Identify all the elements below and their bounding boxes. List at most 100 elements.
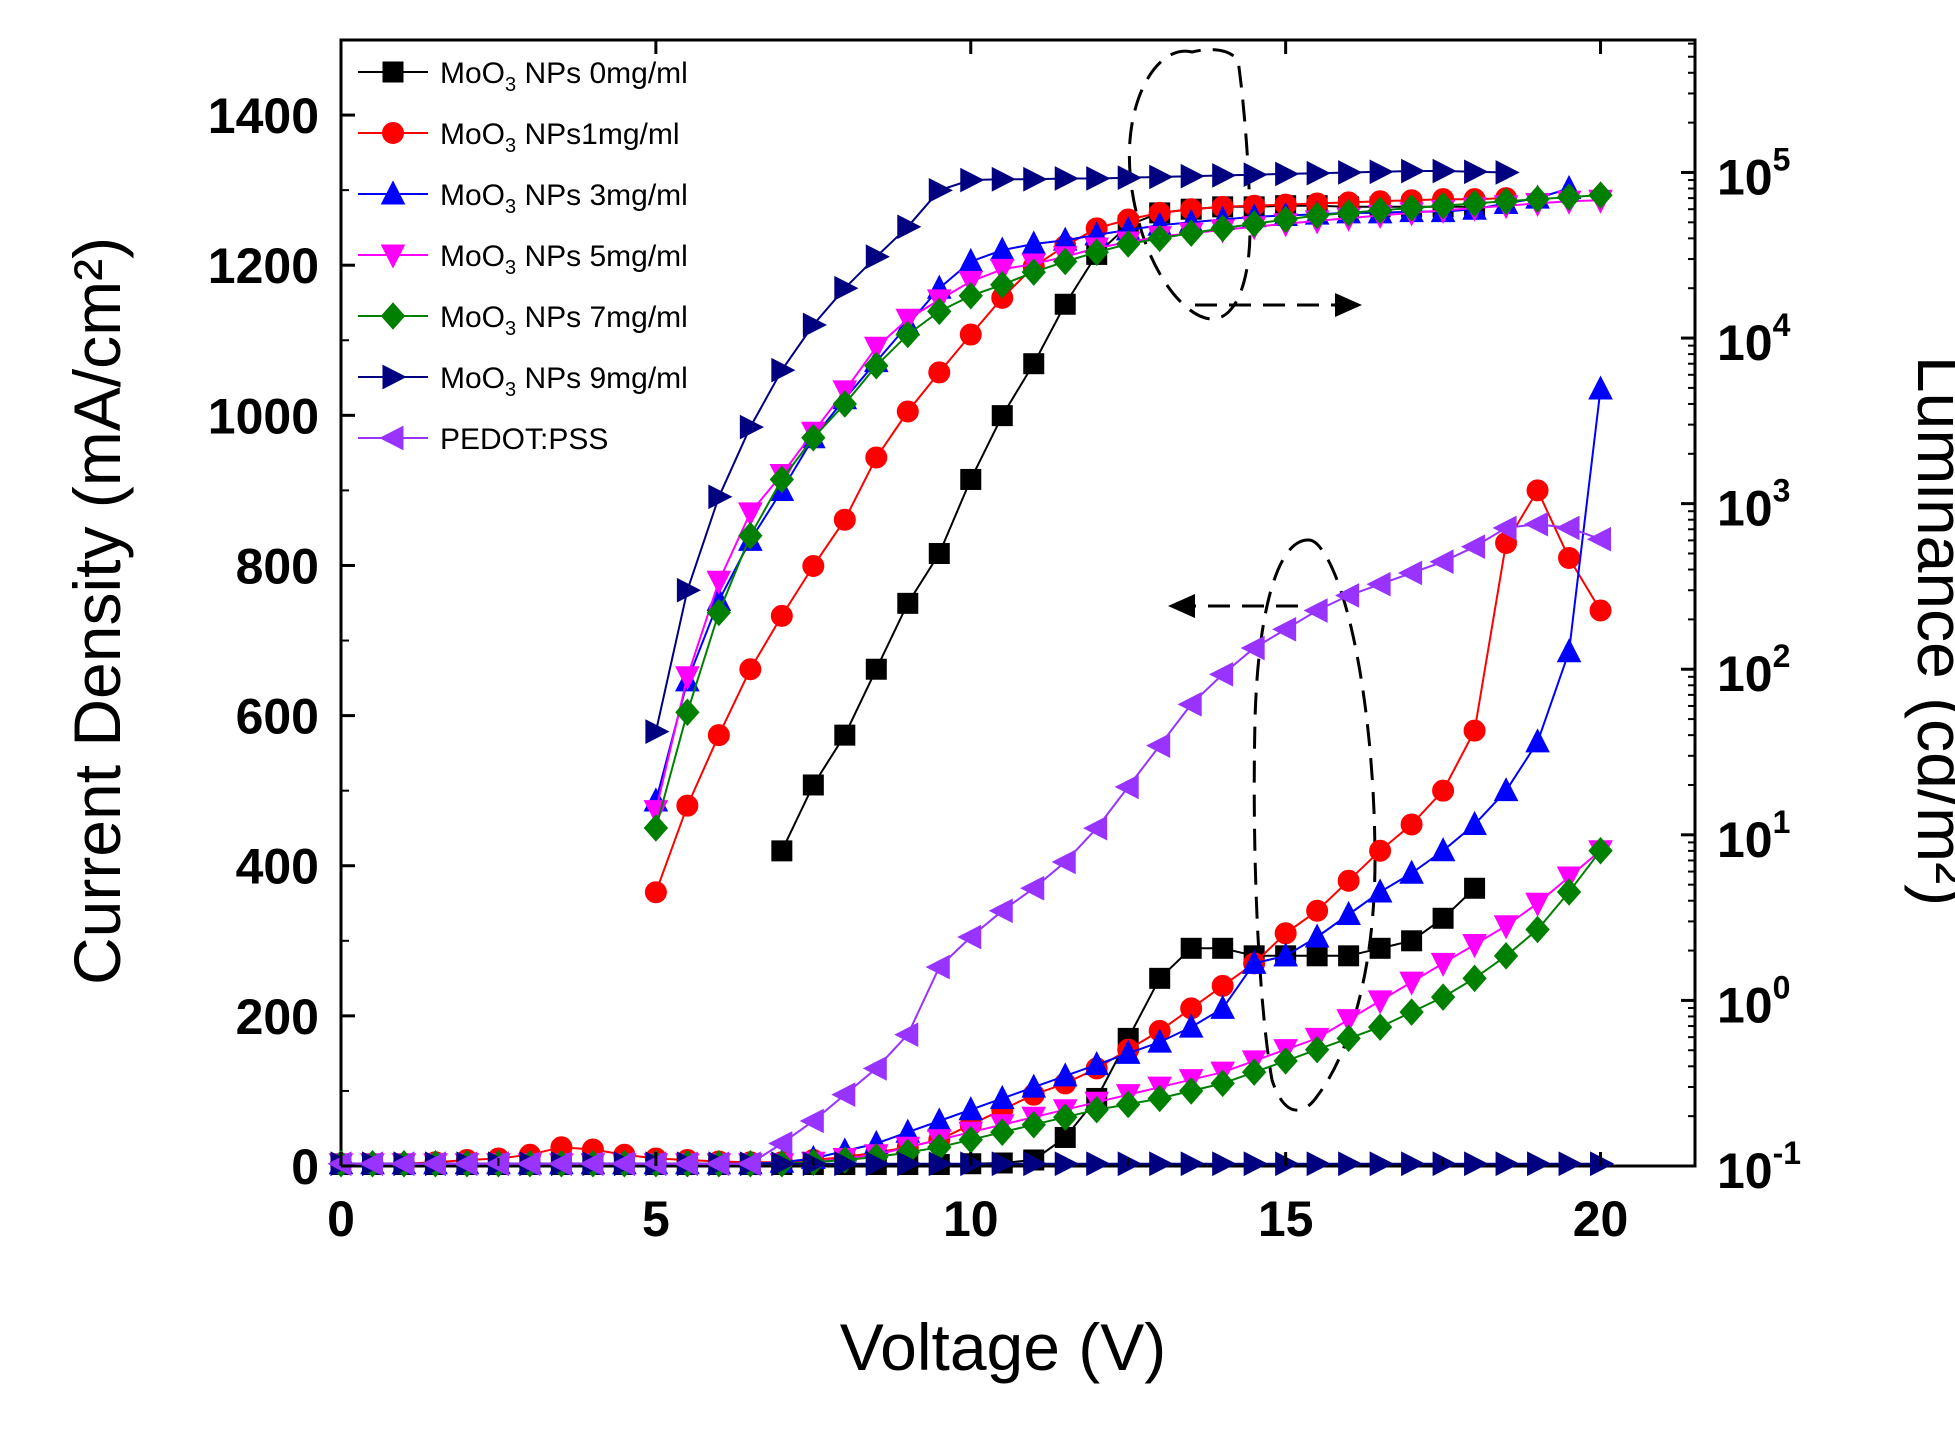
y-right-tick-label-4: 103 <box>1717 473 1790 537</box>
series-4-luminance-point-3 <box>738 521 763 550</box>
series-0-luminance-line <box>780 204 1475 852</box>
series-6-current-density-point-28 <box>1209 661 1234 687</box>
series-4-luminance-point-2 <box>706 598 732 627</box>
series-5-luminance-point-26 <box>1464 159 1489 185</box>
series-4-current-density-point-32 <box>1336 1024 1361 1053</box>
series-1-current-density-point-36 <box>1463 719 1486 742</box>
series-2-current-density-point-21 <box>989 1084 1015 1109</box>
series-6-current-density-point-17 <box>862 1056 887 1081</box>
series-3-current-density-point-36 <box>1462 934 1487 959</box>
series-6-current-density-point-11 <box>673 1151 698 1177</box>
series-5-luminance-point-18 <box>1212 163 1237 188</box>
series-6-current-density-point-12 <box>705 1151 730 1177</box>
series-1-current-density-point-39 <box>1558 546 1581 569</box>
series-2-current-density-point-39 <box>1556 638 1582 663</box>
series-6-current-density-point-16 <box>831 1082 856 1108</box>
series-4-luminance-point-0 <box>643 814 669 842</box>
series-4-current-density-point-39 <box>1556 878 1582 906</box>
series-4-luminance-point-4 <box>769 465 795 494</box>
legend-label-4: MoO3 NPs 7mg/ml <box>440 301 688 340</box>
series-0-current-density-point-27 <box>1180 937 1202 959</box>
series-5-luminance-point-21 <box>1306 160 1331 186</box>
series-2-current-density-point-19 <box>926 1107 952 1132</box>
legend-label-6: PEDOT:PSS <box>440 423 608 456</box>
series-6-current-density-point-38 <box>1523 511 1549 537</box>
series-6-current-density-point-21 <box>988 898 1013 924</box>
series-2-current-density-point-28 <box>1210 994 1235 1019</box>
series-1-luminance-line <box>654 197 1507 893</box>
series-4-luminance-point-26 <box>1462 189 1487 218</box>
series-1-current-density-point-28 <box>1211 974 1234 997</box>
series-5-luminance-point-15 <box>1117 165 1142 191</box>
series-5-current-density-point-37 <box>1495 1151 1520 1177</box>
series-4-current-density-point-37 <box>1493 942 1519 970</box>
series-5-current-density-point-36 <box>1464 1151 1489 1177</box>
series-0-current-density-point-26 <box>1149 967 1171 989</box>
series-5-luminance-point-20 <box>1275 161 1300 187</box>
y-left-tick-label-0: 0 <box>291 1139 319 1195</box>
series-2-current-density-point-36 <box>1462 810 1487 835</box>
series-3-luminance-line <box>654 199 1601 811</box>
legend-item-1: MoO3 NPs1mg/ml <box>358 118 680 157</box>
series-6-current-density-point-39 <box>1555 515 1580 541</box>
series-5-luminance-point-4 <box>771 357 796 383</box>
series-4-current-density-point-30 <box>1273 1047 1298 1075</box>
series-3-luminance-point-3 <box>738 502 763 527</box>
series-2-current-density-point-23 <box>1052 1062 1078 1087</box>
series-1-luminance-point-9 <box>928 361 951 384</box>
series-4-current-density-point-33 <box>1367 1013 1393 1041</box>
series-5-current-density-point-18 <box>897 1151 922 1177</box>
series-5-current-density-point-31 <box>1306 1151 1331 1177</box>
series-4-luminance-point-23 <box>1367 196 1393 225</box>
series-4-luminance-point-28 <box>1525 185 1550 213</box>
series-1-luminance-point-8 <box>896 400 919 423</box>
series-5-current-density-point-27 <box>1180 1151 1205 1177</box>
series-1-current-density-point-35 <box>1432 779 1455 802</box>
legend-label-0: MoO3 NPs 0mg/ml <box>440 57 688 96</box>
x-tick-label-4: 20 <box>1573 1191 1629 1247</box>
y-left-tick-label-4: 800 <box>236 538 319 594</box>
series-3-luminance-point-2 <box>706 570 732 595</box>
series-6-current-density-line <box>341 523 1601 1165</box>
series-4-luminance-point-11 <box>990 270 1015 299</box>
y-right-tick-label-3: 102 <box>1717 638 1790 702</box>
y-left-axis-title: Current Density (mA/cm²) <box>60 237 134 985</box>
series-4-current-density-point-25 <box>1116 1090 1141 1119</box>
legend: MoO3 NPs 0mg/ml MoO3 NPs1mg/ml MoO3 NPs 3m… <box>358 57 688 456</box>
series-5-luminance-point-12 <box>1023 166 1048 192</box>
series-0-current-density-point-35 <box>1432 907 1454 929</box>
series-4-luminance-point-14 <box>1084 238 1109 266</box>
legend-label-1: MoO3 NPs1mg/ml <box>440 118 680 157</box>
series-0-current-density-point-31 <box>1306 945 1328 967</box>
series-2-current-density-point-29 <box>1241 949 1267 974</box>
series-3-current-density-point-33 <box>1367 990 1393 1015</box>
x-tick-label-3: 15 <box>1258 1191 1314 1247</box>
series-2-current-density-point-22 <box>1021 1073 1047 1098</box>
annotation-ellipse-upper <box>1127 48 1252 321</box>
series-5-luminance-point-14 <box>1086 166 1111 191</box>
legend-marker-1 <box>382 122 404 144</box>
y-left-tick-label-3: 600 <box>236 689 319 745</box>
legend-label-5: MoO3 NPs 9mg/ml <box>440 362 688 401</box>
series-3-current-density-point-39 <box>1556 866 1582 891</box>
series-4-luminance-point-8 <box>895 320 920 349</box>
series-4-luminance-point-15 <box>1116 230 1141 258</box>
series-4-current-density-point-38 <box>1525 915 1550 944</box>
series-0-luminance-point-9 <box>1054 293 1076 315</box>
series-0-luminance-point-7 <box>991 405 1013 427</box>
series-2-current-density-point-40 <box>1588 375 1613 400</box>
series-4-current-density-point-23 <box>1053 1103 1078 1131</box>
series-4-luminance-point-17 <box>1179 219 1204 247</box>
series-3-current-density-point-38 <box>1525 892 1550 917</box>
series-4-luminance-point-1 <box>675 698 700 726</box>
series-0-luminance-point-8 <box>1023 353 1045 375</box>
legend-item-0: MoO3 NPs 0mg/ml <box>358 57 688 96</box>
series-6-current-density-point-34 <box>1398 560 1423 586</box>
series-4-luminance-point-27 <box>1493 187 1519 216</box>
series-6-current-density-point-1 <box>358 1151 383 1177</box>
y-left-tick-label-2: 400 <box>236 839 319 895</box>
legend-item-5: MoO3 NPs 9mg/ml <box>358 362 688 401</box>
series-1-current-density-point-38 <box>1526 479 1549 502</box>
series-4-luminance-point-9 <box>927 297 952 326</box>
series-4-current-density-point-21 <box>990 1118 1015 1146</box>
